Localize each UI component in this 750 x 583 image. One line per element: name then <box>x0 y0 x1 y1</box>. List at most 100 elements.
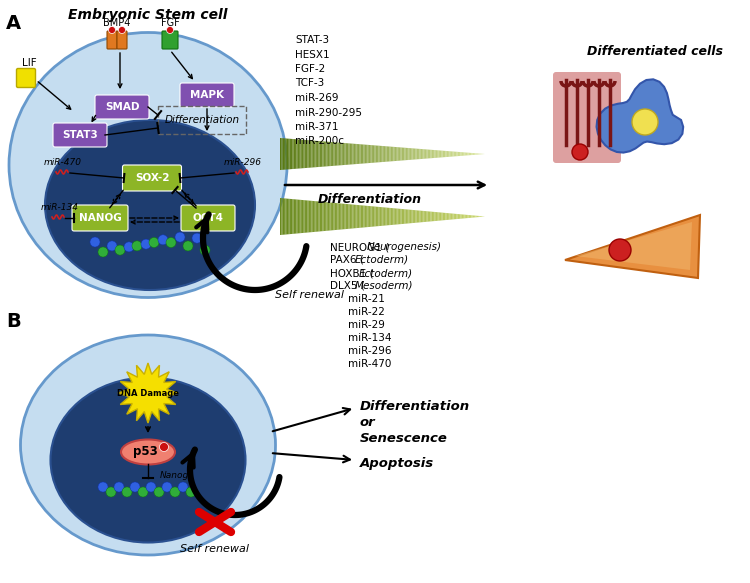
Polygon shape <box>441 150 442 157</box>
Polygon shape <box>302 140 303 168</box>
FancyBboxPatch shape <box>107 31 117 49</box>
Polygon shape <box>370 206 371 227</box>
Polygon shape <box>449 151 451 157</box>
Polygon shape <box>374 145 376 163</box>
Polygon shape <box>391 208 392 225</box>
Polygon shape <box>454 213 455 219</box>
Polygon shape <box>344 143 346 165</box>
Polygon shape <box>388 146 389 161</box>
Polygon shape <box>381 207 382 226</box>
Polygon shape <box>466 153 467 156</box>
FancyBboxPatch shape <box>117 31 127 49</box>
Polygon shape <box>455 152 456 156</box>
Polygon shape <box>470 215 471 218</box>
Polygon shape <box>447 151 448 157</box>
Polygon shape <box>404 147 406 160</box>
Polygon shape <box>294 199 295 234</box>
Polygon shape <box>476 216 477 217</box>
Polygon shape <box>406 148 407 160</box>
Polygon shape <box>290 199 291 234</box>
Polygon shape <box>429 212 430 222</box>
Polygon shape <box>295 199 296 234</box>
Text: DLX5 (: DLX5 ( <box>330 281 364 291</box>
Text: B: B <box>6 312 21 331</box>
Polygon shape <box>380 146 381 162</box>
Polygon shape <box>283 198 284 235</box>
Polygon shape <box>362 205 363 227</box>
Polygon shape <box>462 215 464 219</box>
Polygon shape <box>460 215 462 219</box>
Polygon shape <box>361 145 362 164</box>
Polygon shape <box>317 201 318 231</box>
Text: Apoptosis: Apoptosis <box>360 457 434 470</box>
Polygon shape <box>301 139 302 168</box>
Polygon shape <box>329 142 331 166</box>
Polygon shape <box>456 214 458 219</box>
Polygon shape <box>338 142 339 166</box>
Polygon shape <box>354 144 356 164</box>
Polygon shape <box>411 210 413 223</box>
Text: PAX6 (: PAX6 ( <box>330 255 364 265</box>
FancyBboxPatch shape <box>181 205 235 231</box>
Polygon shape <box>321 141 322 167</box>
Text: SOX-2: SOX-2 <box>135 173 170 183</box>
Polygon shape <box>356 144 358 164</box>
Polygon shape <box>434 212 436 221</box>
Text: Ectoderm): Ectoderm) <box>355 255 409 265</box>
Polygon shape <box>407 148 409 160</box>
Text: Embryonic Stem cell: Embryonic Stem cell <box>68 8 228 22</box>
Text: MAPK: MAPK <box>190 90 224 100</box>
Polygon shape <box>379 207 380 226</box>
Circle shape <box>138 487 148 497</box>
Circle shape <box>186 487 196 497</box>
Polygon shape <box>376 206 377 226</box>
Polygon shape <box>407 209 409 223</box>
Polygon shape <box>371 206 373 227</box>
Text: OCT4: OCT4 <box>193 213 224 223</box>
Circle shape <box>106 487 116 497</box>
Polygon shape <box>311 141 313 167</box>
Polygon shape <box>288 199 290 234</box>
Polygon shape <box>454 152 455 156</box>
Polygon shape <box>477 216 478 217</box>
Circle shape <box>632 109 658 135</box>
Polygon shape <box>291 199 292 234</box>
Polygon shape <box>437 150 439 158</box>
Polygon shape <box>416 149 417 159</box>
Polygon shape <box>430 150 432 158</box>
Circle shape <box>178 482 188 492</box>
Polygon shape <box>377 207 379 226</box>
Polygon shape <box>414 149 416 160</box>
Polygon shape <box>389 208 391 225</box>
Polygon shape <box>332 203 333 230</box>
Text: Nanog: Nanog <box>160 471 189 480</box>
Polygon shape <box>280 138 281 170</box>
Polygon shape <box>354 205 356 229</box>
Polygon shape <box>290 139 291 169</box>
Polygon shape <box>358 144 359 164</box>
Text: miR-21: miR-21 <box>348 294 385 304</box>
Polygon shape <box>341 143 343 165</box>
Polygon shape <box>400 147 402 160</box>
Polygon shape <box>456 152 458 156</box>
Ellipse shape <box>20 335 275 555</box>
Text: miR-470: miR-470 <box>348 359 392 369</box>
Polygon shape <box>371 145 373 163</box>
Polygon shape <box>471 153 472 155</box>
Polygon shape <box>596 79 683 153</box>
Polygon shape <box>340 203 341 230</box>
Polygon shape <box>479 153 481 154</box>
Ellipse shape <box>121 440 175 465</box>
Polygon shape <box>459 152 460 156</box>
Polygon shape <box>410 148 411 160</box>
Polygon shape <box>446 213 447 220</box>
Polygon shape <box>419 210 421 223</box>
Polygon shape <box>478 216 479 217</box>
Polygon shape <box>442 150 444 157</box>
Polygon shape <box>310 141 311 168</box>
Polygon shape <box>369 206 370 227</box>
Circle shape <box>572 144 588 160</box>
Polygon shape <box>400 209 402 224</box>
Polygon shape <box>299 200 301 233</box>
Polygon shape <box>298 139 299 168</box>
